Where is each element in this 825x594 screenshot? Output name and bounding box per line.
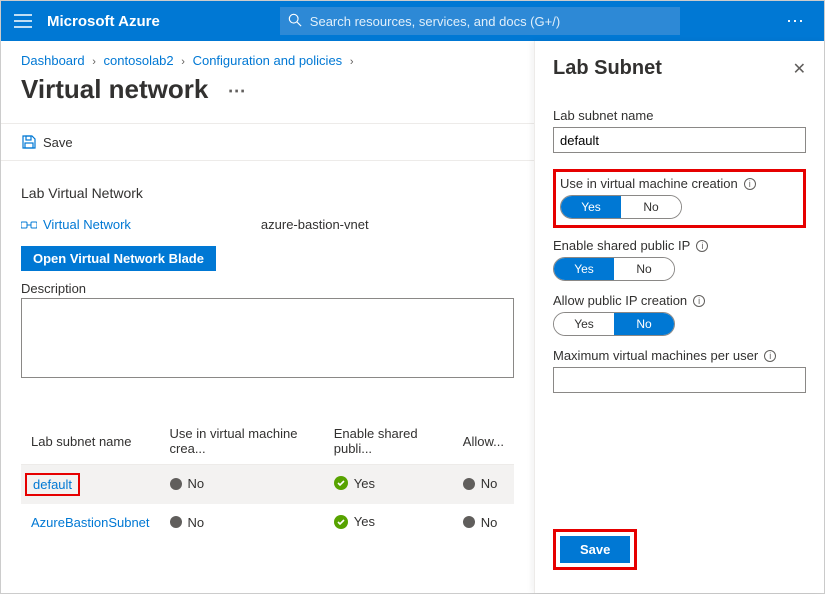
status-no: No bbox=[463, 476, 498, 491]
breadcrumb-item[interactable]: contosolab2 bbox=[104, 53, 174, 68]
status-yes: Yes bbox=[334, 476, 375, 491]
description-textarea[interactable] bbox=[21, 298, 514, 378]
col-header[interactable]: Use in virtual machine crea... bbox=[160, 418, 324, 465]
status-no: No bbox=[463, 515, 498, 530]
main-content: Dashboard › contosolab2 › Configuration … bbox=[1, 41, 534, 593]
save-command[interactable]: Save bbox=[21, 130, 73, 154]
page-title: Virtual network ⋯ bbox=[21, 74, 514, 105]
status-yes: Yes bbox=[334, 514, 375, 529]
virtual-network-link[interactable]: Virtual Network bbox=[21, 217, 131, 232]
status-no: No bbox=[170, 515, 205, 530]
max-vm-label: Maximum virtual machines per user i bbox=[553, 348, 806, 363]
table-row[interactable]: default No Yes No bbox=[21, 465, 514, 505]
subnet-name-link[interactable]: AzureBastionSubnet bbox=[21, 504, 160, 542]
command-bar: Save bbox=[1, 123, 534, 161]
close-icon[interactable]: ✕ bbox=[793, 59, 806, 79]
vm-creation-highlight: Use in virtual machine creation i Yes No bbox=[553, 169, 806, 228]
status-no: No bbox=[170, 476, 205, 491]
vnet-row: Virtual Network azure-bastion-vnet bbox=[21, 217, 514, 232]
col-header[interactable]: Enable shared publi... bbox=[324, 418, 453, 465]
vnet-name-value: azure-bastion-vnet bbox=[261, 217, 369, 232]
col-header[interactable]: Allow... bbox=[453, 418, 514, 465]
panel-save-button[interactable]: Save bbox=[560, 536, 630, 563]
search-icon bbox=[288, 13, 302, 30]
toggle-no[interactable]: No bbox=[614, 258, 674, 280]
toggle-yes[interactable]: Yes bbox=[554, 258, 614, 280]
max-vm-input[interactable] bbox=[553, 367, 806, 393]
description-label: Description bbox=[21, 281, 514, 296]
subnet-table: Lab subnet name Use in virtual machine c… bbox=[21, 418, 514, 542]
global-search[interactable] bbox=[280, 7, 680, 35]
breadcrumb-item[interactable]: Dashboard bbox=[21, 53, 85, 68]
subnet-name-label: Lab subnet name bbox=[553, 108, 806, 123]
shared-ip-toggle[interactable]: Yes No bbox=[553, 257, 675, 281]
save-highlight: Save bbox=[553, 529, 637, 570]
menu-icon[interactable] bbox=[9, 7, 37, 35]
subnet-name-link[interactable]: default bbox=[25, 473, 80, 496]
allow-ip-label: Allow public IP creation i bbox=[553, 293, 806, 308]
search-input[interactable] bbox=[310, 14, 672, 29]
brand-label: Microsoft Azure bbox=[47, 13, 160, 30]
info-icon[interactable]: i bbox=[764, 350, 776, 362]
toggle-yes[interactable]: Yes bbox=[561, 196, 621, 218]
info-icon[interactable]: i bbox=[696, 240, 708, 252]
toggle-no[interactable]: No bbox=[614, 313, 674, 335]
shared-ip-label: Enable shared public IP i bbox=[553, 238, 806, 253]
breadcrumb-item[interactable]: Configuration and policies bbox=[193, 53, 343, 68]
section-heading: Lab Virtual Network bbox=[21, 185, 514, 201]
network-icon bbox=[21, 218, 37, 232]
breadcrumb: Dashboard › contosolab2 › Configuration … bbox=[21, 53, 514, 68]
lab-subnet-panel: Lab Subnet ✕ Lab subnet name Use in virt… bbox=[534, 41, 824, 593]
info-icon[interactable]: i bbox=[693, 295, 705, 307]
open-vnet-blade-button[interactable]: Open Virtual Network Blade bbox=[21, 246, 216, 271]
col-header[interactable]: Lab subnet name bbox=[21, 418, 160, 465]
azure-topbar: Microsoft Azure ⋯ bbox=[1, 1, 824, 41]
subnet-name-input[interactable] bbox=[553, 127, 806, 153]
allow-ip-toggle[interactable]: Yes No bbox=[553, 312, 675, 336]
table-row[interactable]: AzureBastionSubnet No Yes No bbox=[21, 504, 514, 542]
save-icon bbox=[21, 134, 37, 150]
panel-title: Lab Subnet bbox=[553, 57, 662, 80]
info-icon[interactable]: i bbox=[744, 178, 756, 190]
title-more-icon[interactable]: ⋯ bbox=[228, 81, 246, 101]
toggle-no[interactable]: No bbox=[621, 196, 681, 218]
toggle-yes[interactable]: Yes bbox=[554, 313, 614, 335]
overflow-menu-icon[interactable]: ⋯ bbox=[776, 11, 816, 32]
vm-creation-toggle[interactable]: Yes No bbox=[560, 195, 682, 219]
vm-creation-label: Use in virtual machine creation i bbox=[560, 176, 799, 191]
